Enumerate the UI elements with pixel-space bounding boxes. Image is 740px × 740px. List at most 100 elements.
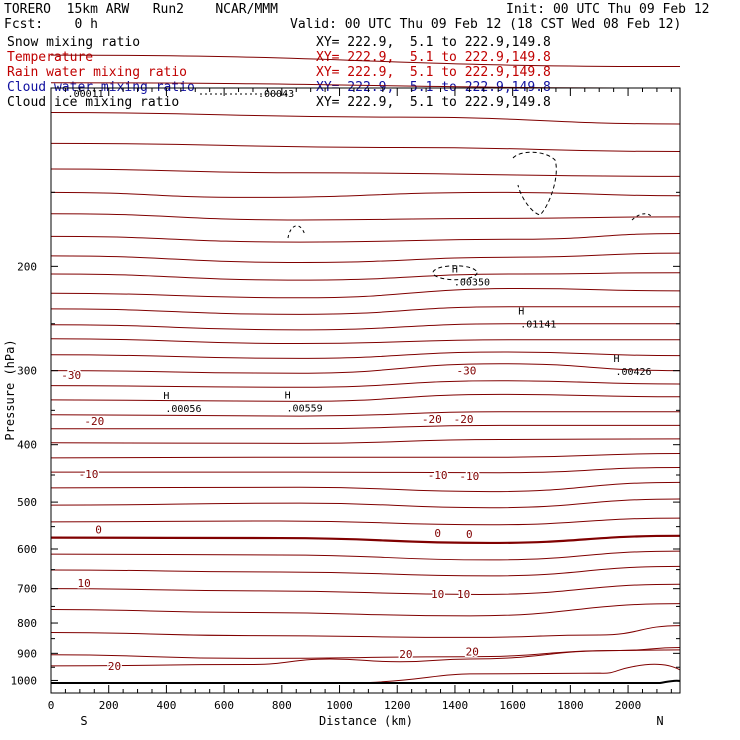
isotherm <box>50 338 680 345</box>
header-title: TORERO 15km ARW Run2 NCAR/MMM <box>4 2 278 17</box>
maximum-value: .00350 <box>454 278 490 289</box>
y-tick-label: 900 <box>17 647 37 660</box>
temperature-label: -10 <box>428 469 448 482</box>
isotherm <box>50 351 681 359</box>
axes: 0 200 400 600 800 1000 1200 1400 1600 1800 2000200… <box>11 88 680 712</box>
y-tick-label: 300 <box>17 365 37 378</box>
isotherm <box>50 380 681 388</box>
y-tick-label: 500 <box>17 496 37 509</box>
y-tick-label: 800 <box>17 617 37 630</box>
isotherm-zero <box>50 534 681 545</box>
isotherm <box>50 323 680 331</box>
maximum-symbol: H <box>163 391 169 402</box>
isotherm <box>50 112 681 125</box>
maximum-symbol: H <box>285 390 291 401</box>
isotherm <box>50 625 681 638</box>
maximum-symbol: H <box>452 265 458 276</box>
temperature-label: -10 <box>459 470 479 483</box>
header-fcst: Fcst: 0 h <box>4 17 98 32</box>
temperature-label: -30 <box>61 369 81 382</box>
field-label-rain: Rain water mixing ratio <box>7 65 188 80</box>
north-label: N <box>656 714 663 728</box>
isotherm <box>50 213 681 221</box>
y-tick-label: 1000 <box>11 674 38 687</box>
temperature-contours <box>50 54 681 685</box>
isotherm <box>369 663 681 683</box>
temperature-label: 0 <box>95 523 102 536</box>
isotherm <box>50 438 681 444</box>
plot-frame <box>50 87 681 694</box>
temperature-label: -30 <box>457 365 477 378</box>
temperature-label: 10 <box>457 588 470 601</box>
isotherm <box>50 168 681 177</box>
field-label-snow: Snow mixing ratio <box>7 35 141 50</box>
y-tick-label: 200 <box>17 260 37 273</box>
field-xy-cloud-ice: XY= 222.9, 5.1 to 222.9,149.8 <box>316 95 551 110</box>
y-tick-label: 700 <box>17 583 37 596</box>
ice-contour <box>631 213 653 221</box>
temperature-label: -20 <box>84 415 104 428</box>
temperature-label: 10 <box>78 577 91 590</box>
maximum-symbol: H <box>614 354 620 365</box>
isotherm <box>50 517 681 526</box>
x-axis-label: Distance (km) <box>319 714 413 728</box>
maximum-symbol: H <box>518 306 524 317</box>
isotherm <box>50 583 681 595</box>
y-tick-label: 600 <box>17 543 37 556</box>
temperature-label: 20 <box>466 646 479 659</box>
x-tick-label: 400 <box>156 699 176 712</box>
header-valid: Valid: 00 UTC Thu 09 Feb 12 (18 CST Wed … <box>290 17 682 32</box>
isotherm <box>50 142 681 153</box>
isotherm <box>50 54 681 68</box>
isotherm <box>50 232 681 243</box>
field-xy-rain: XY= 222.9, 5.1 to 222.9,149.8 <box>316 65 551 80</box>
isotherm <box>50 550 681 561</box>
isotherm <box>50 649 681 667</box>
temperature-label: -20 <box>422 413 442 426</box>
isotherm <box>50 565 681 577</box>
top-contour-value: .00011 <box>68 89 104 100</box>
x-tick-label: 1600 <box>499 699 526 712</box>
isotherm <box>50 603 681 617</box>
x-tick-label: 200 <box>99 699 119 712</box>
x-tick-label: 1400 <box>442 699 469 712</box>
isotherm <box>50 647 681 659</box>
temperature-label: -10 <box>79 468 99 481</box>
isotherm <box>50 424 680 430</box>
temperature-label: 0 <box>434 527 441 540</box>
isotherm <box>50 191 681 198</box>
isotherm <box>50 288 681 299</box>
isotherm <box>50 306 680 315</box>
x-tick-label: 1800 <box>557 699 584 712</box>
x-tick-label: 800 <box>272 699 292 712</box>
x-tick-label: 1000 <box>326 699 353 712</box>
contour-labels: -30 -30 -20 -20 -20 -10 -10 -10 0 0 0 10 10 10 20 20 20 H… <box>60 89 652 674</box>
snow-contour <box>432 265 478 281</box>
maximum-value: .01141 <box>520 319 556 330</box>
x-tick-label: 600 <box>214 699 234 712</box>
temperature-label: 20 <box>399 648 412 661</box>
header-init: Init: 00 UTC Thu 09 Feb 12 <box>506 2 710 17</box>
temperature-label: 0 <box>466 528 473 541</box>
moisture-contours <box>200 93 653 281</box>
isotherm <box>50 411 680 417</box>
x-tick-label: 0 <box>48 699 55 712</box>
top-contour-value: .00043 <box>258 89 294 100</box>
south-label: S <box>80 714 87 728</box>
isotherm <box>50 498 681 509</box>
maximum-value: .00559 <box>287 403 323 414</box>
y-axis-label: Pressure (hPa) <box>3 339 17 440</box>
isotherm <box>50 82 681 89</box>
x-tick-label: 1200 <box>384 699 411 712</box>
isotherm <box>50 393 681 402</box>
isotherm <box>50 252 681 263</box>
field-xy-snow: XY= 222.9, 5.1 to 222.9,149.8 <box>316 35 551 50</box>
isotherm <box>50 466 681 474</box>
ground-surface <box>51 679 681 685</box>
isotherm <box>50 481 681 493</box>
isotherm <box>50 453 681 459</box>
temperature-label: 20 <box>108 660 121 673</box>
ice-contour <box>287 225 306 239</box>
temperature-label: 10 <box>431 588 444 601</box>
